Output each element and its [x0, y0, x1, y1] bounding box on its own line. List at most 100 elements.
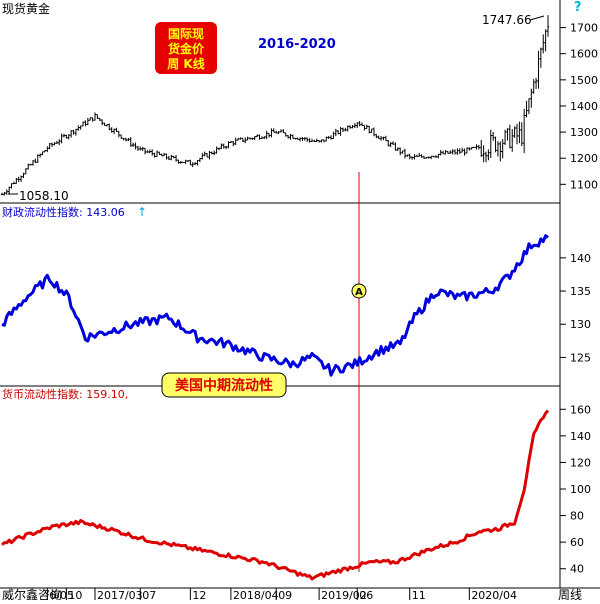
ohlc-bar	[137, 146, 139, 151]
ohlc-bar	[306, 137, 308, 141]
ohlc-bar	[523, 109, 525, 153]
fiscal-trend-arrow: ↑	[137, 205, 147, 219]
ohlc-bar	[268, 133, 270, 137]
ohlc-bar	[542, 34, 544, 53]
fiscal-axis-tick-label: 125	[570, 351, 591, 364]
ohlc-bar	[41, 151, 43, 155]
ohlc-bar	[63, 134, 65, 138]
ohlc-bar	[280, 129, 282, 132]
ohlc-bar	[451, 149, 453, 154]
ohlc-bar	[208, 151, 210, 160]
ohlc-bar	[535, 78, 537, 89]
ohlc-bar	[456, 148, 458, 155]
ohlc-bar	[511, 129, 513, 152]
ohlc-bar	[144, 148, 146, 154]
ohlc-bar	[15, 178, 17, 184]
ohlc-bar	[487, 149, 489, 160]
ohlc-bar	[265, 131, 267, 139]
ohlc-bar	[475, 144, 477, 149]
ohlc-bar	[387, 140, 389, 147]
ohlc-bar	[151, 149, 153, 155]
ohlc-bar	[251, 138, 253, 140]
ohlc-bar	[275, 131, 277, 134]
ohlc-bar	[468, 147, 470, 150]
ohlc-bar	[442, 151, 444, 154]
ohlc-bar	[485, 152, 487, 163]
ohlc-bar	[153, 153, 155, 158]
ohlc-bar	[392, 141, 394, 144]
ohlc-bar	[258, 134, 260, 139]
ohlc-bar	[409, 154, 411, 160]
ohlc-bar	[530, 89, 532, 108]
monetary-axis-tick-label: 80	[570, 510, 584, 523]
ohlc-bar	[180, 161, 182, 164]
ohlc-bar	[254, 136, 256, 140]
ohlc-bar	[122, 138, 124, 140]
ohlc-bar	[547, 15, 549, 37]
ohlc-bar	[318, 140, 320, 142]
help-icon[interactable]: ?	[574, 0, 582, 15]
ohlc-bar	[499, 142, 501, 162]
ohlc-bar	[177, 160, 179, 164]
monetary-axis-tick-label: 60	[570, 536, 584, 549]
ohlc-bar	[313, 140, 315, 142]
ohlc-bar	[304, 137, 306, 140]
ohlc-bar	[87, 118, 89, 125]
ohlc-bar	[223, 144, 225, 149]
ohlc-bar	[337, 130, 339, 134]
ohlc-bar	[397, 147, 399, 150]
ohlc-bar	[156, 150, 158, 156]
ohlc-bar	[294, 138, 296, 140]
ohlc-bar	[285, 133, 287, 137]
ohlc-bar	[366, 125, 368, 129]
badge-line-2: 货金价	[168, 41, 205, 56]
time-axis-tick-label: 2018/04	[233, 589, 279, 600]
ohlc-bar	[368, 126, 370, 133]
ohlc-bar	[96, 115, 98, 119]
ohlc-bar	[3, 192, 5, 196]
ohlc-bar	[192, 162, 194, 167]
ohlc-bar	[113, 129, 115, 134]
ohlc-bar	[501, 139, 503, 158]
ohlc-bar	[187, 160, 189, 162]
ohlc-bar	[199, 158, 201, 162]
ohlc-bar	[99, 118, 101, 121]
ohlc-bar	[401, 151, 403, 154]
ohlc-bar	[53, 142, 55, 145]
ohlc-bar	[480, 140, 482, 157]
ohlc-bar	[394, 142, 396, 150]
ohlc-bar	[10, 183, 12, 188]
ohlc-bar	[172, 156, 174, 158]
ohlc-bar	[428, 157, 430, 159]
ohlc-bar	[385, 136, 387, 141]
ohlc-bar	[277, 131, 279, 134]
ohlc-bar	[149, 150, 151, 154]
ohlc-bar	[425, 157, 427, 159]
ohlc-bar	[332, 132, 334, 139]
fiscal-axis-tick-label: 130	[570, 318, 591, 331]
badge-line-3: 周 K线	[167, 56, 204, 71]
ohlc-bar	[449, 150, 451, 153]
ohlc-bar	[163, 153, 165, 156]
ohlc-bar	[382, 137, 384, 140]
ohlc-bar	[354, 123, 356, 128]
ohlc-bar	[509, 125, 511, 149]
ohlc-bar	[58, 139, 60, 145]
ohlc-bar	[215, 147, 217, 154]
ohlc-bar	[482, 145, 484, 162]
ohlc-bar	[375, 134, 377, 138]
fiscal-liquidity-series	[2, 236, 548, 376]
chart-frame	[0, 0, 600, 588]
ohlc-bar	[282, 129, 284, 133]
ohlc-bar	[492, 132, 494, 141]
ohlc-bar	[13, 182, 15, 184]
ohlc-bar	[406, 155, 408, 157]
ohlc-bar	[103, 123, 105, 126]
ohlc-bar	[361, 122, 363, 125]
ohlc-bar	[25, 168, 27, 174]
ohlc-bar	[246, 137, 248, 140]
ohlc-bar	[65, 135, 67, 139]
ohlc-bar	[89, 117, 91, 120]
ohlc-bar	[234, 138, 236, 145]
